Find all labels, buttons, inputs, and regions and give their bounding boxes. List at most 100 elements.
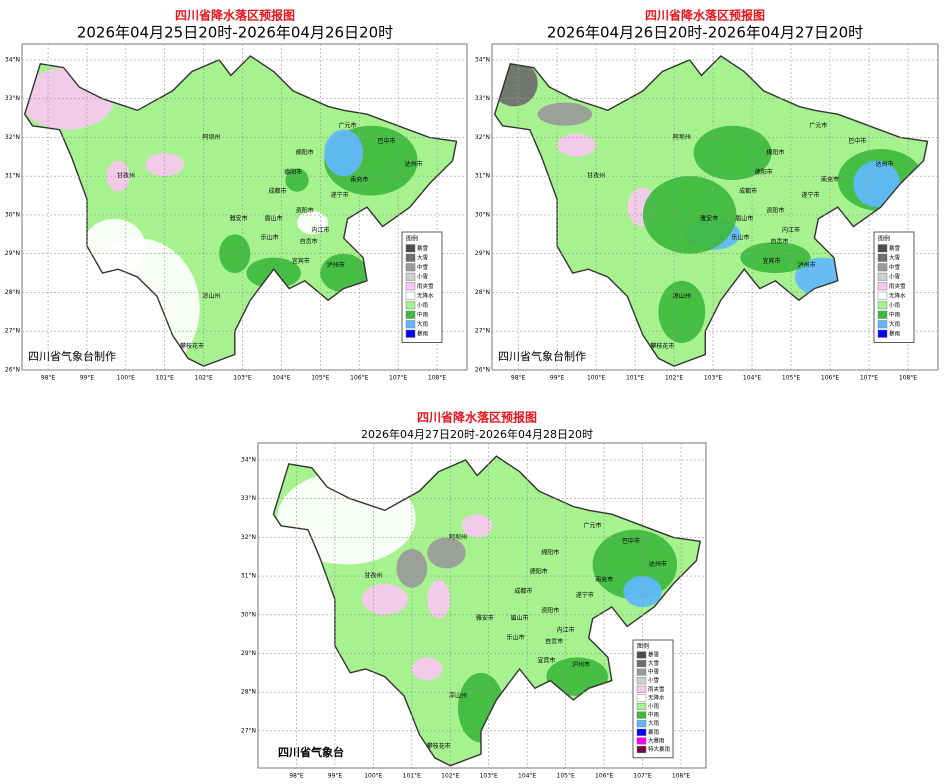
city-label: 德阳市 [530,568,548,576]
lon-tick-label: 102°E [665,375,683,382]
city-label: 南充市 [821,176,839,184]
legend-swatch [877,263,888,272]
map-subtitle: 2026年04月27日20时-2026年04月28日20时 [361,427,593,441]
legend-label: 中雨 [889,310,901,318]
precip-area [557,133,597,157]
lat-tick-label: 30°N [475,211,490,218]
lat-tick-label: 28°N [5,289,20,296]
legend-label: 大暴雨 [648,736,665,744]
city-label: 阿坝州 [449,533,467,541]
precip-area [693,125,772,181]
city-label: 眉山市 [735,214,753,222]
city-label: 攀枝花市 [650,342,674,350]
lat-tick-label: 27°N [475,328,490,335]
legend-title: 图例 [637,642,649,650]
city-label: 宜宾市 [763,257,781,265]
legend-label: 小雨 [417,301,429,309]
legend-label: 小雨 [648,702,660,710]
city-label: 成都市 [269,187,287,195]
lon-tick-label: 101°E [626,375,644,382]
legend-swatch [877,253,888,262]
precip-areas [277,471,678,743]
lat-tick-label: 26°N [475,367,490,374]
lon-tick-label: 100°E [364,773,382,780]
city-label: 乐山市 [507,634,525,642]
precip-area [411,657,443,681]
lon-tick-label: 106°E [821,375,839,382]
credit: 四川省气象台制作 [28,349,116,363]
precip-area [740,242,811,274]
lat-tick-label: 33°N [241,495,256,502]
legend-label: 无降水 [417,291,434,299]
lon-tick-label: 103°E [233,375,251,382]
city-label: 达州市 [876,160,894,168]
legend-label: 大雨 [417,320,429,328]
precip-area [537,102,593,126]
legend-swatch [877,282,888,291]
lat-tick-label: 31°N [5,173,20,180]
lon-tick-label: 98°E [41,375,56,382]
map-subtitle: 2026年04月25日20时-2026年04月26日20时 [77,24,393,42]
city-label: 巴中市 [622,537,640,545]
legend-title: 图例 [406,234,418,242]
lon-tick-label: 99°E [328,773,343,780]
province-border [272,455,702,767]
legend-label: 小雨 [889,301,901,309]
legend-swatch [636,728,647,736]
legend-swatch [877,310,888,319]
lat-tick-label: 32°N [241,534,256,541]
legend-label: 小雪 [648,676,660,684]
city-label: 宜宾市 [292,257,310,265]
lon-tick-label: 106°E [350,375,368,382]
lat-tick-label: 27°N [241,727,256,734]
city-label: 甘孜州 [364,572,382,580]
precip-area [285,168,309,192]
city-label: 甘孜州 [587,172,605,180]
lon-tick-label: 103°E [480,773,498,780]
legend-label: 大雨 [889,320,901,328]
legend-label: 无降水 [648,693,665,701]
city-label: 资阳市 [541,606,559,614]
legend-label: 特大暴雨 [648,745,671,753]
legend-label: 小雪 [889,272,901,280]
legend-swatch [877,244,888,253]
legend-label: 中雪 [889,263,901,271]
legend-swatch [636,685,647,693]
city-label: 自贡市 [770,238,788,246]
legend-label: 暴雪 [417,245,429,252]
lon-tick-label: 103°E [704,375,722,382]
legend-swatch [877,329,888,338]
legend-label: 暴雪 [648,651,660,658]
precip-area [461,514,493,538]
lat-tick-label: 34°N [241,457,256,464]
lon-tick-label: 101°E [403,773,421,780]
legend-swatch [636,720,647,728]
legend-label: 暴雨 [417,330,429,337]
lon-tick-label: 105°E [782,375,800,382]
lat-tick-label: 28°N [241,689,256,696]
map-title: 四川省降水落区预报图 [645,8,765,23]
legend-swatch [636,746,647,754]
legend-swatch [636,694,647,702]
city-label: 眉山市 [510,614,528,622]
city-label: 绵阳市 [541,548,559,556]
credit: 四川省气象台制作 [498,349,586,363]
legend-label: 中雪 [417,263,429,271]
legend-swatch [636,651,647,659]
lat-tick-label: 32°N [475,134,490,141]
legend-swatch [405,263,416,272]
lon-tick-label: 98°E [511,375,526,382]
city-label: 绵阳市 [766,148,784,156]
lat-tick-label: 29°N [475,250,490,257]
lon-tick-label: 100°E [117,375,135,382]
legend-title: 图例 [878,234,890,242]
map-subtitle: 2026年04月26日20时-2026年04月27日20时 [547,24,863,42]
city-label: 雅安市 [700,214,718,222]
city-label: 凉山州 [449,692,467,700]
legend-label: 中雪 [648,668,660,676]
map-panel: 四川省降水落区预报图 2026年04月27日20时-2026年04月28日20时 3… [241,410,707,780]
city-label: 雅安市 [476,614,494,622]
legend-swatch [877,291,888,300]
legend-swatch [405,282,416,291]
